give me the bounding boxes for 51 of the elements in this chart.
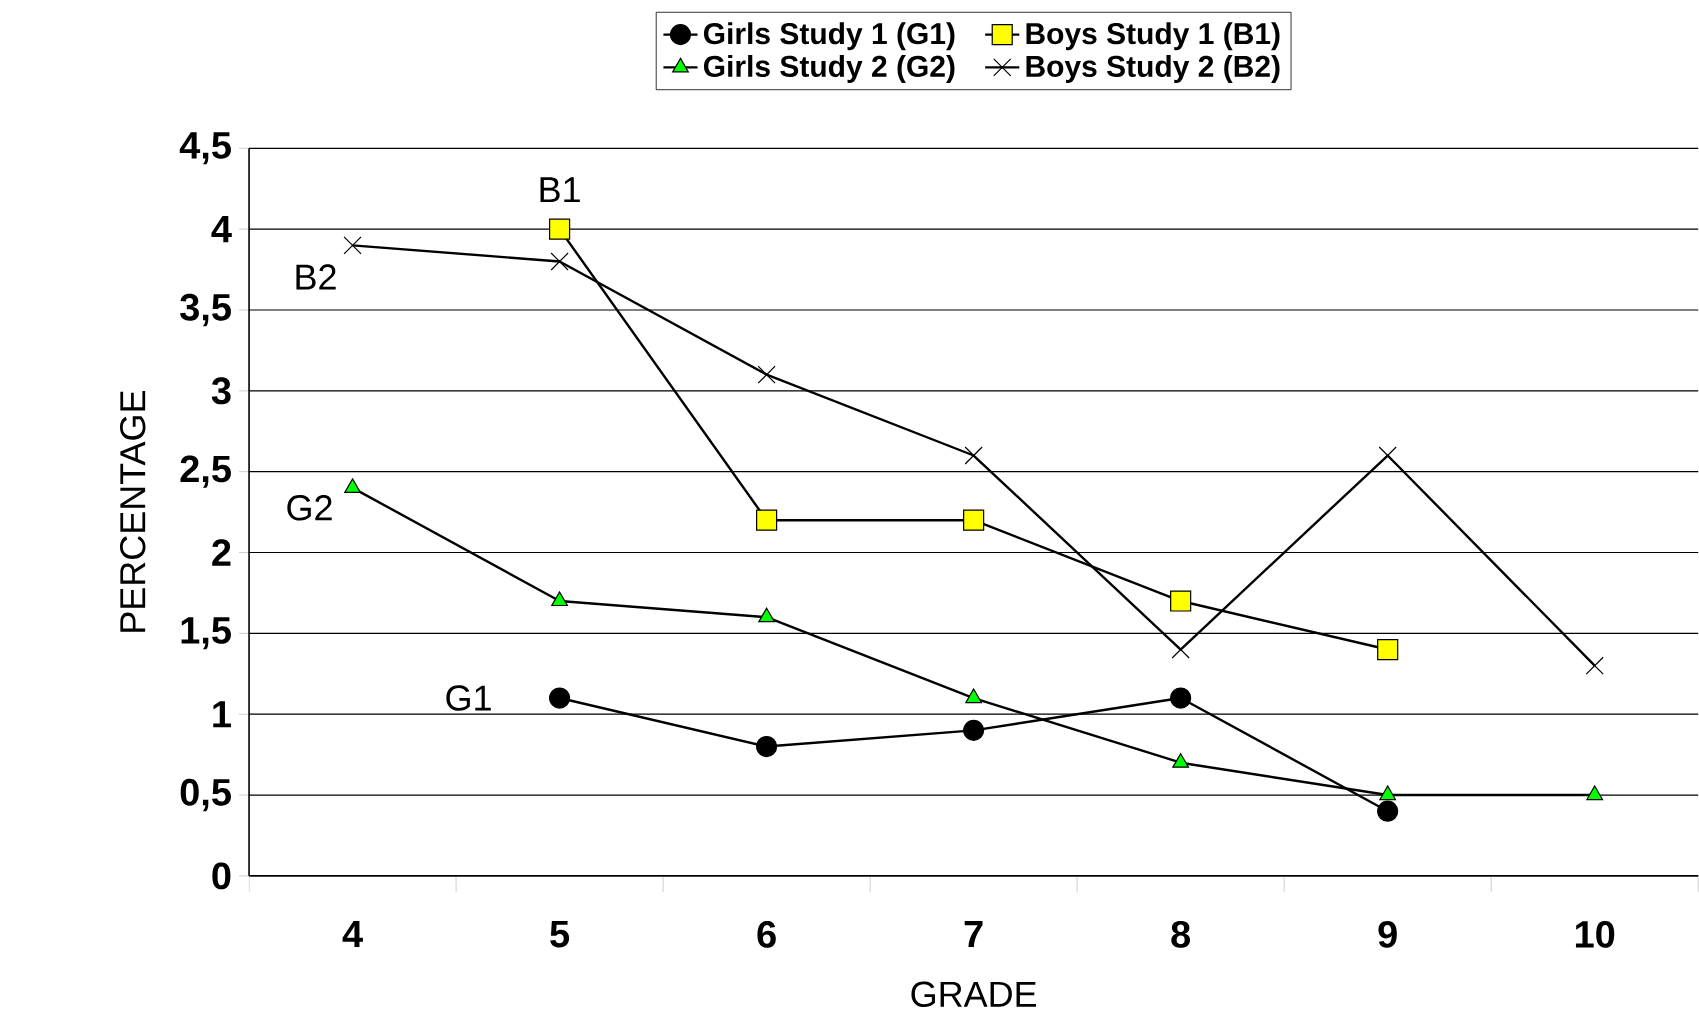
point xyxy=(550,252,569,271)
x-axis-title: GRADE xyxy=(911,981,1037,1007)
point xyxy=(963,509,985,531)
y-tick-label: 2 xyxy=(212,539,231,566)
point xyxy=(1585,656,1604,675)
point xyxy=(551,591,568,607)
legend-label: Boys Study 1 (B1) xyxy=(1026,22,1280,51)
point xyxy=(964,446,983,465)
annotation: B1 xyxy=(540,177,580,203)
y-tick-label: 0,5 xyxy=(180,778,231,812)
point xyxy=(1378,446,1397,465)
point xyxy=(757,365,776,384)
y-tick-label: 1 xyxy=(213,701,231,728)
point xyxy=(343,236,362,255)
point xyxy=(1377,800,1399,822)
y-tick-label: 2,5 xyxy=(180,455,231,488)
x-tick-label: 5 xyxy=(550,920,570,948)
point xyxy=(1379,785,1397,801)
x-tick-label: 7 xyxy=(964,920,983,948)
legend-label: Girls Study 2 (G2) xyxy=(703,54,955,83)
y-axis-title: PERCENTAGE xyxy=(120,391,146,632)
legend-label: Girls Study 1 (G1) xyxy=(703,22,955,51)
point xyxy=(963,719,985,741)
point xyxy=(965,688,983,704)
x-tick-label: 9 xyxy=(1378,920,1397,948)
y-tick-label: 4 xyxy=(211,216,232,243)
point xyxy=(344,478,361,493)
y-tick-label: 4,5 xyxy=(179,132,231,165)
y-tick-label: 3,5 xyxy=(180,293,231,327)
annotation: B2 xyxy=(296,264,336,290)
point xyxy=(1171,640,1190,659)
point xyxy=(548,218,571,240)
x-tick-label: 8 xyxy=(1171,920,1191,948)
point xyxy=(758,607,775,623)
point xyxy=(548,687,571,709)
x-tick-label: 6 xyxy=(757,920,776,948)
legend-label: Boys Study 2 (B2) xyxy=(1026,54,1280,83)
y-tick-label: 0 xyxy=(212,862,231,890)
point xyxy=(1172,753,1190,768)
y-tick-label: 3 xyxy=(211,377,231,405)
y-tick-label: 1,5 xyxy=(181,617,231,650)
annotation: G2 xyxy=(287,495,332,521)
x-tick-label: 10 xyxy=(1575,920,1615,948)
point xyxy=(1586,785,1604,801)
point xyxy=(756,509,778,531)
annotation: G1 xyxy=(446,685,491,711)
point xyxy=(1170,590,1192,612)
x-tick-label: 4 xyxy=(342,920,363,948)
point xyxy=(1377,638,1399,661)
point xyxy=(1170,687,1192,709)
point xyxy=(756,735,778,758)
